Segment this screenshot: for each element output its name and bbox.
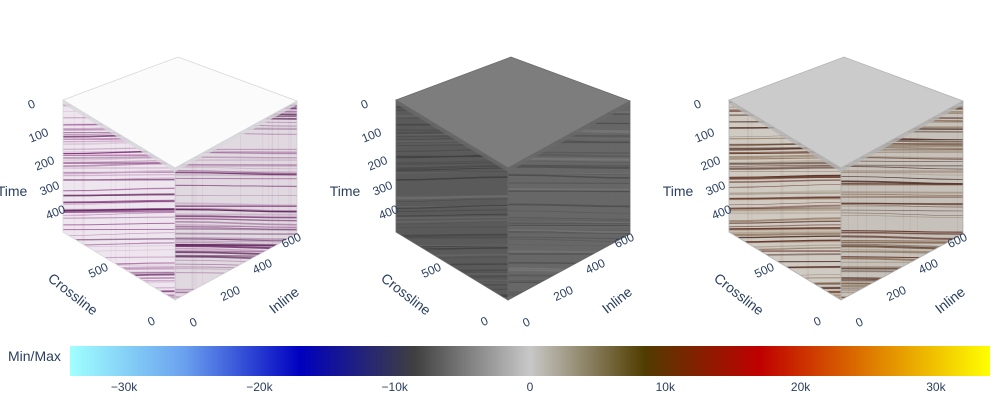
crossline-tick-label: 500 [752, 260, 776, 281]
colorbar-tick-label: −20k [246, 380, 273, 394]
inline-tick-label: 0 [853, 314, 865, 330]
inline-axis-title: Inline [599, 283, 635, 316]
cube-panel-1: 0100200300400Time0500Crossline0200400600… [0, 56, 304, 330]
cube-face-shade [175, 101, 297, 300]
inline-tick-label: 400 [916, 256, 940, 277]
time-tick-label: 100 [693, 125, 717, 146]
cube-inline-face [840, 100, 964, 301]
inline-axis-title: Inline [932, 283, 968, 316]
inline-tick-label: 0 [187, 314, 199, 330]
time-axis-title: Time [330, 183, 361, 199]
time-tick-label: 200 [699, 153, 723, 174]
colorbar-tick-label: −10k [382, 380, 409, 394]
time-axis-title: Time [663, 183, 694, 199]
colorbar-title: Min/Max [8, 348, 61, 364]
colorbar-tick-label: 10k [656, 380, 676, 394]
time-tick-label: 300 [371, 178, 395, 199]
inline-axis-title: Inline [266, 283, 302, 316]
cube-panels: 0100200300400Time0500Crossline0200400600… [0, 56, 970, 330]
inline-tick-label: 200 [218, 283, 242, 304]
cube-edge-band [508, 101, 630, 172]
time-tick-label: 0 [26, 96, 38, 112]
cube-face-shade [508, 101, 630, 300]
cube-edge-band [63, 100, 175, 172]
inline-tick-label: 400 [250, 256, 274, 277]
time-tick-label: 200 [366, 153, 390, 174]
time-axis-title: Time [0, 183, 28, 199]
time-tick-label: 300 [38, 178, 62, 199]
colorbar-tick-label: −30k [111, 380, 138, 394]
time-tick-label: 0 [692, 96, 704, 112]
inline-tick-label: 200 [551, 283, 575, 304]
colorbar-tick-label: 0 [527, 380, 534, 394]
time-tick-label: 100 [27, 125, 51, 146]
crossline-tick-label: 0 [145, 313, 157, 329]
cube-panel-2: 0100200300400Time0500Crossline0200400600… [330, 56, 637, 330]
cube-edge-band [396, 100, 508, 172]
colorbar-tick-label: 20k [791, 380, 811, 394]
cube-edge-band [841, 101, 963, 172]
inline-tick-label: 400 [583, 256, 607, 277]
crossline-tick-label: 500 [419, 260, 443, 281]
colorbar-gradient [70, 346, 990, 376]
time-tick-label: 100 [360, 125, 384, 146]
crossline-tick-label: 0 [478, 313, 490, 329]
cube-inline-face [507, 100, 631, 301]
colorbar-tick-label: 30k [926, 380, 946, 394]
inline-tick-label: 0 [520, 314, 532, 330]
cube-face-shade [841, 101, 963, 300]
colorbar: Min/Max −30k −20k −10k 0 10k 20k 30k [8, 346, 990, 394]
cube-edge-band [175, 101, 297, 172]
cube-edge-band [729, 100, 841, 172]
time-tick-label: 0 [359, 96, 371, 112]
crossline-tick-label: 0 [811, 313, 823, 329]
cube-panel-3: 0100200300400Time0500Crossline0200400600… [663, 56, 970, 330]
crossline-tick-label: 500 [86, 260, 110, 281]
time-tick-label: 200 [33, 153, 57, 174]
inline-tick-label: 200 [884, 283, 908, 304]
time-tick-label: 300 [704, 178, 728, 199]
